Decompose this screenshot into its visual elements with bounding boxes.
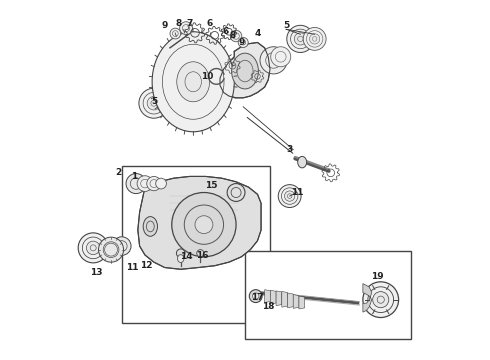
Ellipse shape (298, 157, 307, 168)
Circle shape (278, 185, 301, 207)
Ellipse shape (177, 62, 210, 102)
Polygon shape (293, 294, 299, 309)
Circle shape (137, 176, 153, 192)
Circle shape (310, 34, 320, 44)
Polygon shape (288, 293, 293, 308)
Polygon shape (276, 291, 282, 306)
Circle shape (373, 292, 389, 308)
Circle shape (156, 178, 167, 189)
Circle shape (303, 27, 326, 50)
Text: 17: 17 (251, 293, 264, 302)
Text: 6: 6 (206, 19, 212, 28)
Ellipse shape (152, 32, 234, 132)
Polygon shape (220, 42, 270, 98)
Text: 11: 11 (126, 263, 139, 272)
Polygon shape (282, 292, 288, 307)
Text: 10: 10 (201, 72, 214, 81)
Text: 13: 13 (91, 268, 103, 277)
Circle shape (230, 30, 242, 42)
Text: 12: 12 (141, 261, 153, 270)
Circle shape (170, 28, 181, 39)
Polygon shape (265, 290, 270, 302)
Circle shape (139, 88, 169, 118)
Circle shape (238, 37, 248, 48)
Text: 7: 7 (186, 19, 193, 28)
Polygon shape (299, 296, 305, 309)
Text: 5: 5 (283, 21, 289, 30)
Circle shape (285, 191, 295, 201)
Circle shape (78, 233, 108, 263)
Circle shape (172, 193, 236, 257)
Circle shape (363, 282, 398, 318)
Text: 16: 16 (196, 251, 208, 260)
Circle shape (126, 174, 146, 194)
Circle shape (287, 25, 314, 53)
Circle shape (197, 249, 204, 257)
Circle shape (195, 216, 213, 234)
Circle shape (252, 293, 259, 299)
Bar (245, 251, 411, 339)
Circle shape (294, 33, 306, 45)
Text: 11: 11 (291, 188, 303, 197)
Text: 6: 6 (222, 27, 228, 36)
Text: 4: 4 (254, 29, 261, 38)
Text: 18: 18 (262, 302, 274, 311)
Circle shape (249, 290, 262, 302)
Ellipse shape (232, 53, 258, 89)
Circle shape (163, 98, 173, 108)
Circle shape (260, 47, 287, 74)
Circle shape (98, 237, 123, 262)
Circle shape (86, 241, 100, 255)
Text: 14: 14 (180, 252, 193, 261)
Polygon shape (363, 284, 372, 312)
Text: 9: 9 (238, 38, 245, 47)
Ellipse shape (143, 217, 157, 236)
Circle shape (180, 22, 193, 35)
Circle shape (113, 237, 131, 255)
Bar (122, 166, 270, 323)
Circle shape (176, 249, 185, 257)
Polygon shape (270, 290, 276, 304)
Circle shape (227, 184, 245, 202)
Polygon shape (138, 176, 261, 269)
Ellipse shape (177, 255, 184, 262)
Text: 9: 9 (161, 21, 168, 30)
Text: 5: 5 (151, 97, 157, 106)
Circle shape (270, 47, 291, 67)
Text: 8: 8 (176, 19, 182, 28)
Text: 8: 8 (229, 31, 236, 40)
Circle shape (147, 96, 161, 110)
Circle shape (147, 176, 161, 191)
Text: 2: 2 (115, 168, 122, 177)
Circle shape (157, 92, 180, 114)
Text: 3: 3 (287, 145, 293, 154)
Text: 19: 19 (371, 272, 384, 281)
Text: 15: 15 (205, 181, 217, 190)
Text: 1: 1 (131, 172, 137, 181)
